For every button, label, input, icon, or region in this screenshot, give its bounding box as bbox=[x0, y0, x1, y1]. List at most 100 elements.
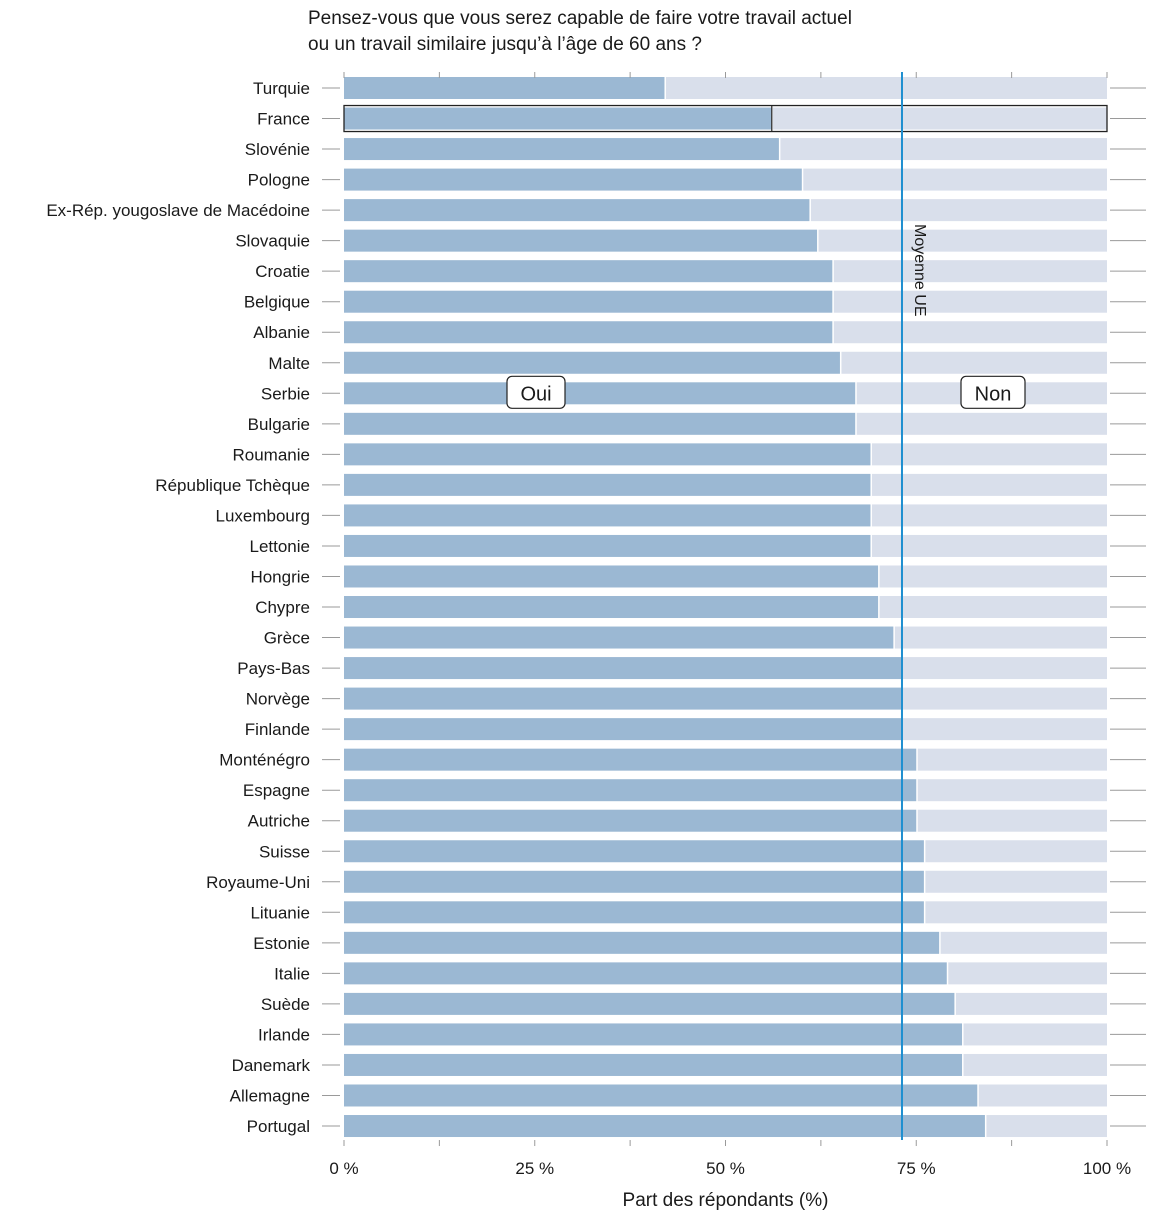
category-label: Italie bbox=[274, 964, 310, 983]
bar-oui-21 bbox=[344, 718, 901, 741]
category-label: Chypre bbox=[255, 598, 310, 617]
x-tick-label: 0 % bbox=[329, 1159, 358, 1178]
category-label: Lettonie bbox=[250, 537, 311, 556]
bar-oui-16 bbox=[344, 565, 879, 588]
bar-oui-8 bbox=[344, 321, 833, 344]
x-tick-label: 25 % bbox=[515, 1159, 554, 1178]
highlight-box bbox=[343, 104, 1108, 133]
category-label: Turquie bbox=[253, 79, 310, 98]
bar-oui-4 bbox=[344, 199, 810, 222]
bar-non-8 bbox=[833, 321, 1107, 344]
title-line-2: ou un travail similaire jusqu’à l’âge de… bbox=[308, 34, 702, 55]
bar-non-2 bbox=[780, 138, 1107, 161]
bar-oui-2 bbox=[344, 138, 779, 161]
category-label: Royaume-Uni bbox=[206, 873, 310, 892]
category-label: Estonie bbox=[253, 934, 310, 953]
bar-oui-30 bbox=[344, 992, 955, 1015]
category-label: Lituanie bbox=[250, 903, 310, 922]
bar-oui-29 bbox=[344, 962, 947, 985]
bar-non-16 bbox=[879, 565, 1107, 588]
bar-non-25 bbox=[925, 840, 1107, 863]
category-label: Croatie bbox=[255, 262, 310, 281]
category-label: Luxembourg bbox=[215, 506, 310, 525]
bar-non-12 bbox=[871, 443, 1107, 466]
bar-non-14 bbox=[871, 504, 1107, 527]
bar-non-1 bbox=[772, 107, 1107, 130]
bar-non-3 bbox=[803, 168, 1107, 191]
bars bbox=[343, 77, 1108, 1138]
bar-oui-13 bbox=[344, 473, 871, 496]
bar-oui-5 bbox=[344, 229, 818, 252]
bar-oui-12 bbox=[344, 443, 871, 466]
category-label: Finlande bbox=[245, 720, 310, 739]
category-label: Pays-Bas bbox=[237, 659, 310, 678]
bar-non-31 bbox=[963, 1023, 1107, 1046]
category-label: Pologne bbox=[248, 171, 310, 190]
category-label: Roumanie bbox=[233, 445, 311, 464]
category-label: Irlande bbox=[258, 1025, 310, 1044]
category-label: France bbox=[257, 110, 310, 129]
bar-oui-18 bbox=[344, 626, 894, 649]
category-label: Serbie bbox=[261, 384, 310, 403]
bar-non-32 bbox=[963, 1053, 1107, 1076]
bar-oui-23 bbox=[344, 779, 917, 802]
category-label: Hongrie bbox=[250, 567, 310, 586]
bar-oui-27 bbox=[344, 901, 924, 924]
bar-non-0 bbox=[665, 77, 1107, 99]
bar-oui-34 bbox=[344, 1115, 985, 1138]
bar-non-11 bbox=[856, 412, 1107, 435]
category-label: Portugal bbox=[247, 1117, 310, 1136]
category-label: Allemagne bbox=[230, 1086, 310, 1105]
bar-oui-20 bbox=[344, 687, 901, 710]
bar-oui-22 bbox=[344, 748, 917, 771]
bar-non-34 bbox=[986, 1115, 1107, 1138]
category-label: Espagne bbox=[243, 781, 310, 800]
bar-oui-15 bbox=[344, 534, 871, 557]
bar-non-20 bbox=[902, 687, 1107, 710]
category-label: Danemark bbox=[232, 1056, 311, 1075]
bar-non-18 bbox=[894, 626, 1107, 649]
x-tick-label: 100 % bbox=[1083, 1159, 1131, 1178]
annotations: Oui Non bbox=[506, 375, 1026, 409]
bar-oui-33 bbox=[344, 1084, 978, 1107]
bar-non-5 bbox=[818, 229, 1107, 252]
x-axis: 0 % 25 % 50 % 75 % 100 % Part des répondants … bbox=[329, 72, 1131, 1211]
eu-average-label: Moyenne UE bbox=[911, 224, 928, 317]
bar-oui-28 bbox=[344, 931, 940, 954]
bar-non-19 bbox=[902, 657, 1107, 680]
bar-non-17 bbox=[879, 596, 1107, 619]
x-tick-label: 50 % bbox=[706, 1159, 745, 1178]
x-axis-label: Part des répondants (%) bbox=[623, 1190, 829, 1211]
bar-non-21 bbox=[902, 718, 1107, 741]
category-labels: Turquie France Slovénie Pologne Ex-Rép. youg… bbox=[46, 79, 310, 1136]
bar-oui-1 bbox=[344, 107, 772, 130]
bar-oui-31 bbox=[344, 1023, 963, 1046]
bar-oui-10 bbox=[344, 382, 856, 405]
bar-non-27 bbox=[925, 901, 1107, 924]
bar-non-28 bbox=[940, 931, 1107, 954]
annotation-label: Oui bbox=[520, 383, 551, 405]
annotation-box-1 bbox=[960, 375, 1026, 409]
category-label: Bulgarie bbox=[248, 415, 310, 434]
x-tick-label: 75 % bbox=[897, 1159, 936, 1178]
bar-oui-11 bbox=[344, 412, 856, 435]
bar-oui-25 bbox=[344, 840, 924, 863]
bar-non-22 bbox=[917, 748, 1107, 771]
bar-non-24 bbox=[917, 809, 1107, 832]
category-label: Monténégro bbox=[219, 751, 310, 770]
bar-non-9 bbox=[841, 351, 1107, 374]
category-label: Albanie bbox=[253, 323, 310, 342]
bar-oui-6 bbox=[344, 260, 833, 283]
bar-non-15 bbox=[871, 534, 1107, 557]
category-label: Slovaquie bbox=[235, 232, 310, 251]
bar-non-29 bbox=[948, 962, 1107, 985]
category-label: Belgique bbox=[244, 293, 310, 312]
chart-title: Pensez-vous que vous serez capable de fa… bbox=[308, 6, 852, 58]
bar-non-7 bbox=[833, 290, 1107, 313]
category-label: Grèce bbox=[264, 629, 310, 648]
grid bbox=[322, 87, 1146, 1127]
category-label: Autriche bbox=[248, 812, 310, 831]
category-label: République Tchèque bbox=[155, 476, 310, 495]
bar-oui-0 bbox=[344, 77, 665, 99]
